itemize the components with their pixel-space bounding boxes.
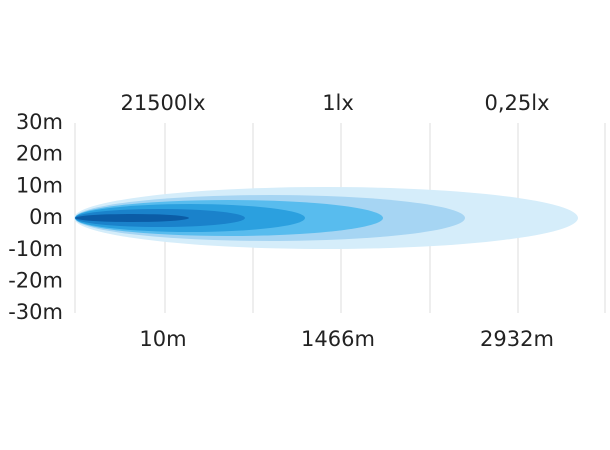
- beam: [74, 187, 578, 249]
- distance-label: 10m: [139, 327, 186, 351]
- distance-label: 2932m: [480, 327, 554, 351]
- y-label: -20m: [8, 269, 63, 293]
- y-label: -10m: [8, 237, 63, 261]
- lux-label: 1lx: [322, 91, 354, 115]
- distance-label: 1466m: [301, 327, 375, 351]
- labels: 21500lx 1lx 0,25lx 10m 1466m 2932m 30m 20m 10m 0m…: [8, 91, 554, 351]
- y-label: -30m: [8, 300, 63, 324]
- y-label: 0m: [29, 205, 63, 229]
- y-label: 10m: [16, 173, 63, 197]
- y-label: 30m: [16, 110, 63, 134]
- y-label: 20m: [16, 142, 63, 166]
- lux-label: 0,25lx: [484, 91, 549, 115]
- beam-zone: [75, 214, 189, 222]
- lux-label: 21500lx: [120, 91, 205, 115]
